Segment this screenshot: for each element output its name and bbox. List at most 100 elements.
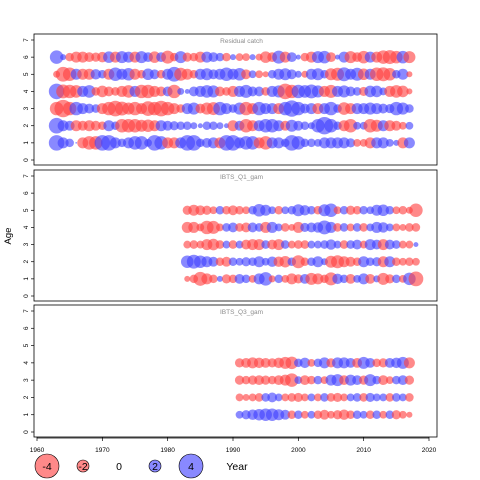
y-tick-label: 4	[23, 89, 30, 93]
panel-title: Residual catch	[220, 38, 263, 45]
bubble-age1-2003	[312, 273, 324, 285]
bubble-age3-2015	[392, 240, 401, 249]
bubble-age5-2016	[397, 68, 409, 80]
bubble-age1-1992	[241, 274, 251, 284]
bubble-age2-1988	[216, 122, 224, 130]
y-tick-label: 0	[23, 430, 30, 434]
bubble-age3-1999	[287, 240, 296, 249]
bubble-age6-1988	[215, 52, 225, 62]
bubble-age4-2016	[399, 223, 407, 231]
bubble-age3-2017	[405, 240, 414, 249]
bubble-age2-1991	[235, 257, 244, 266]
bubble-age5-2001	[299, 205, 311, 216]
bubble-age5-1997	[274, 206, 283, 215]
bubble-age3-2007	[339, 240, 349, 249]
bubble-age1-2011	[365, 410, 375, 419]
bubble-age1-1991	[234, 273, 245, 284]
panel-1: Residual catch 0 1 2 3 4 5 6 7	[23, 33, 438, 166]
bubble-age4-2015	[392, 223, 401, 232]
bubbles	[48, 50, 416, 151]
x-axis-label: Year	[226, 461, 248, 473]
bubble-age2-1969	[90, 120, 101, 131]
bubble-age4-2012	[370, 85, 383, 98]
bubble-age3-2006	[333, 240, 342, 249]
bubble-age1-2015	[391, 410, 401, 420]
bubble-age3-2002	[307, 375, 316, 385]
bubble-age4-2011	[365, 357, 376, 368]
bubble-age5-1992	[242, 206, 250, 215]
bubble-age1-1987	[209, 274, 218, 284]
bubble-age4-2006	[333, 223, 342, 232]
bubble-age2-2010	[358, 256, 370, 268]
bubble-age2-2010	[359, 393, 368, 402]
bubble-age1-2001	[300, 138, 310, 148]
bubble-age2-2000	[293, 120, 304, 131]
bubble-age4-1994	[254, 86, 265, 97]
bubble-age5-2000	[294, 70, 302, 78]
bubble-age1-1996	[268, 275, 276, 283]
bubble-age4-1983	[184, 88, 190, 94]
bubble-age2-1992	[242, 393, 250, 401]
bubble-age4-1993	[247, 222, 258, 233]
bubble-age5-1985	[195, 205, 206, 216]
bubble-age2-2012	[372, 393, 381, 402]
bubble-age1-1966	[75, 142, 77, 144]
bubble-age2-1980	[162, 120, 173, 131]
bubble-age1-2014	[385, 410, 395, 419]
bubble-age2-2016	[398, 393, 407, 402]
bubble-age2-1981	[169, 121, 179, 131]
bubble-age2-2001	[300, 393, 309, 402]
bubble-age2-2009	[352, 393, 362, 402]
bubble-age5-1986	[202, 205, 212, 215]
bubble-age4-2009	[352, 87, 362, 96]
bubble-age4-2004	[318, 357, 330, 369]
panel-frame	[33, 304, 438, 438]
bubble-age2-1991	[235, 393, 244, 402]
bubble-age5-1988	[215, 206, 225, 215]
bubble-age3-2017	[405, 104, 414, 113]
bubble-age1-2008	[345, 138, 356, 148]
bubble-age1-1964	[57, 137, 69, 149]
y-tick-label: 7	[23, 38, 30, 42]
bubble-age3-1987	[207, 238, 220, 251]
bubble-age1-2000	[294, 410, 303, 419]
bubble-age1-1984	[186, 135, 202, 151]
y-tick-label: 3	[23, 378, 30, 382]
bubble-age1-1989	[221, 274, 232, 284]
bubble-age3-2013	[378, 375, 389, 386]
bubble-age1-2002	[307, 138, 316, 148]
bubble-age3-1968	[84, 103, 95, 114]
x-tick-label: 1990	[226, 447, 241, 454]
bubble-age5-1992	[241, 69, 251, 80]
bubble-age3-2005	[324, 101, 338, 116]
bubble-age4-1968	[82, 85, 96, 98]
y-tick-label: 1	[23, 413, 30, 417]
bubble-age2-1987	[209, 121, 218, 130]
bubble-age2-1990	[228, 257, 238, 266]
bubble-age2-2004	[320, 393, 329, 402]
bubble-age1-2017	[406, 411, 413, 418]
bubble-age1-2007	[338, 137, 350, 149]
bubble-age5-1969	[90, 69, 102, 80]
bubble-age3-1990	[228, 240, 238, 249]
bubble-age6-1964	[60, 54, 67, 61]
bubble-age4-2009	[352, 223, 362, 232]
bubble-age2-2007	[340, 393, 348, 402]
bubble-age6-1987	[208, 52, 219, 63]
bubble-age1-1997	[273, 137, 285, 149]
bubble-age4-2002	[307, 358, 316, 367]
panel-frame	[33, 33, 438, 166]
legend-label: 4	[188, 461, 194, 473]
bubble-age2-2008	[345, 256, 356, 267]
bubble-age3-2005	[325, 239, 337, 250]
bubble-age4-2000	[292, 221, 304, 233]
bubble-age2-2001	[300, 121, 310, 130]
bubble-age3-2016	[397, 375, 408, 386]
bubble-age6-1999	[286, 52, 297, 63]
bubble-age4-2017	[405, 223, 414, 232]
bubble-age2-1994	[253, 256, 265, 268]
bubble-age3-1991	[235, 240, 244, 249]
bubble-age5-2014	[383, 68, 397, 81]
bubble-age5-2003	[311, 68, 324, 81]
